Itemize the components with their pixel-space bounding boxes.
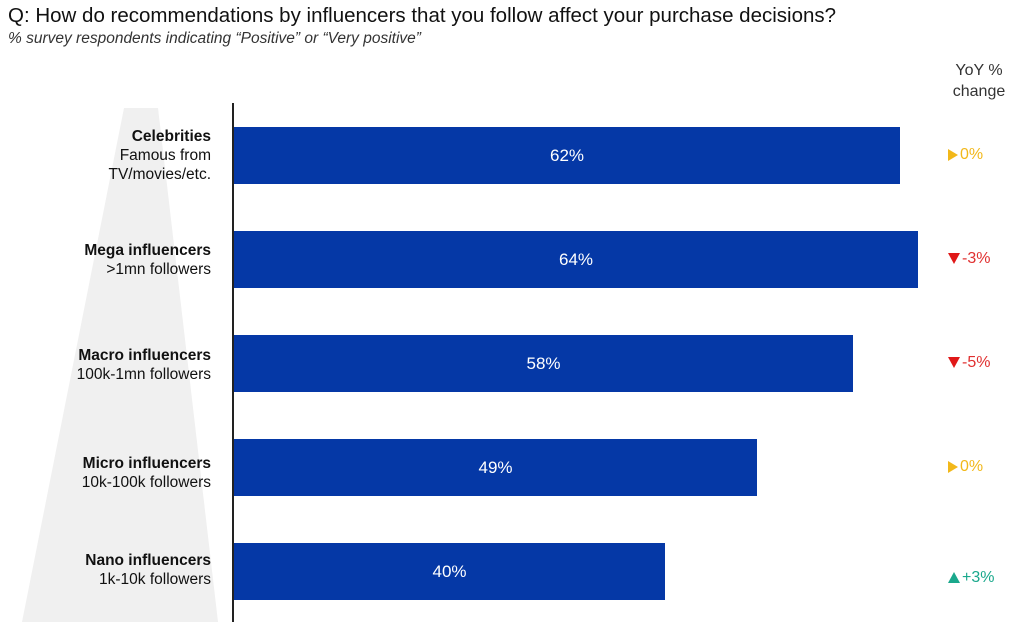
category-label-mega: Mega influencers >1mn followers [84,241,211,279]
yoy-value-macro: -5% [948,354,1018,372]
category-detail: TV/movies/etc. [108,166,212,183]
pyramid-background-shape [22,108,218,622]
category-label-nano: Nano influencers 1k-10k followers [85,551,211,589]
yoy-column-header: YoY % change [934,60,1024,102]
yoy-text: 0% [960,146,984,163]
bar-value-label: 49% [478,457,513,477]
bar-nano-influencers: 40% [234,543,665,600]
chart-subtitle: % survey respondents indicating “Positiv… [8,30,421,47]
yoy-value-nano: +3% [948,569,1018,587]
yoy-header-line2: change [952,83,1006,100]
category-name: Mega influencers [84,242,211,259]
bar-macro-influencers: 58% [234,335,853,392]
bar-value-label: 62% [549,145,585,165]
yoy-header-line1: YoY % [955,62,1003,79]
chart-title: Q: How do recommendations by influencers… [8,4,837,27]
bar-mega-influencers: 64% [234,231,918,288]
yoy-text: +3% [962,569,995,586]
bar-value-label: 40% [432,561,467,581]
category-label-macro: Macro influencers 100k-1mn followers [77,346,211,384]
category-label-micro: Micro influencers 10k-100k followers [82,454,211,492]
neutral-arrow-icon [948,148,958,161]
neutral-arrow-icon [948,460,958,473]
bar-micro-influencers: 49% [234,439,757,496]
category-name: Celebrities [131,128,211,145]
category-name: Macro influencers [78,347,211,364]
yoy-value-mega: -3% [948,250,1018,268]
yoy-text: -5% [962,354,991,371]
yoy-value-celebrities: 0% [948,146,1018,164]
bar-value-label: 64% [558,249,594,269]
down-arrow-icon [948,253,960,265]
category-detail: 10k-100k followers [81,474,211,491]
category-detail: 100k-1mn followers [76,366,211,383]
category-name: Nano influencers [85,552,211,569]
category-detail: Famous from [119,147,211,164]
category-name: Micro influencers [82,455,211,472]
yoy-text: -3% [962,250,991,267]
down-arrow-icon [948,357,960,369]
category-label-celebrities: Celebrities Famous from TV/movies/etc. [109,127,212,184]
yoy-text: 0% [960,458,984,475]
category-detail: >1mn followers [106,261,211,278]
bar-value-label: 58% [526,353,561,373]
up-arrow-icon [948,572,960,584]
category-detail: 1k-10k followers [99,571,211,588]
y-axis-line [232,103,234,622]
bar-celebrities: 62% [234,127,900,184]
yoy-value-micro: 0% [948,458,1018,476]
